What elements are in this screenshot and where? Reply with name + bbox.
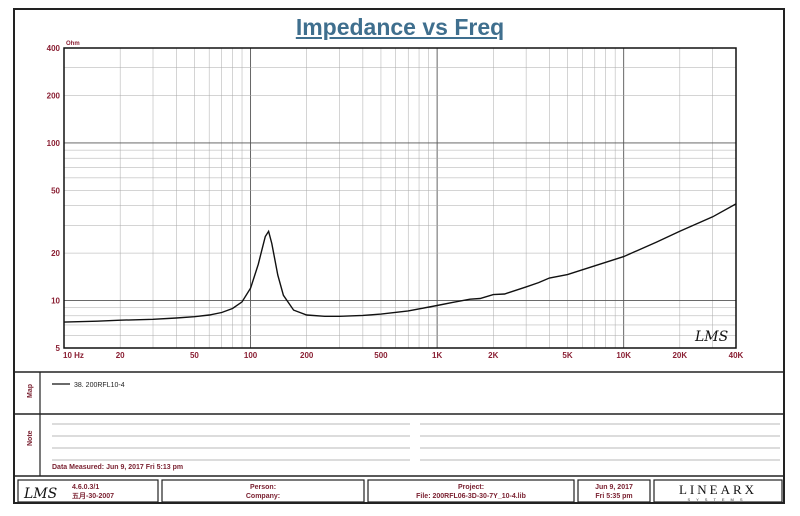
y-tick-label: 200 (47, 91, 61, 100)
x-tick-label: 10 Hz (63, 351, 84, 360)
y-tick-label: 50 (51, 186, 60, 195)
chart-grid (63, 47, 737, 349)
y-tick-label: 100 (47, 139, 61, 148)
x-tick-label: 20K (672, 351, 687, 360)
lms-watermark: LMS (694, 329, 728, 345)
x-tick-label: 50 (190, 351, 199, 360)
x-tick-label: 1K (432, 351, 442, 360)
plot-border (63, 47, 737, 349)
brand-logo: LINEARX (679, 482, 757, 497)
x-tick-label: 10K (616, 351, 631, 360)
footer-date: Jun 9, 2017 (595, 484, 633, 491)
company-label: Company: (246, 493, 280, 500)
y-unit-label: Ohm (66, 41, 80, 47)
person-label: Person: (250, 484, 276, 491)
version: 4.6.0.3/1 (72, 484, 99, 491)
x-tick-label: 2K (488, 351, 498, 360)
x-tick-label: 5K (562, 351, 572, 360)
data-measured: Data Measured: Jun 9, 2017 Fri 5:13 pm (52, 464, 183, 471)
tick-labels: 10 Hz 20 50 100 200 500 1K 2K 5K 10K 20K 40K 5 10 20 50… (47, 44, 744, 360)
footer-boxes (17, 479, 783, 503)
map-panel-label: Map (27, 384, 34, 398)
footer-time: Fri 5:35 pm (595, 493, 632, 500)
note-lines (52, 423, 780, 461)
footer-logo: LMS (23, 486, 57, 502)
brand-sub: SYSTEMS (687, 497, 748, 502)
x-tick-label: 200 (300, 351, 314, 360)
impedance-curve (63, 203, 737, 323)
file-label: File: 200RFL06-3D-30-7Y_10-4.lib (416, 493, 526, 500)
x-tick-label: 100 (244, 351, 258, 360)
project-label: Project: (458, 484, 484, 491)
version-code: 五月-30-2007 (72, 492, 114, 500)
x-tick-label: 20 (116, 351, 125, 360)
y-tick-label: 20 (51, 249, 60, 258)
note-panel-label: Note (27, 430, 34, 446)
y-tick-label: 10 (51, 297, 60, 306)
report-frame (13, 8, 785, 504)
x-tick-label: 500 (374, 351, 388, 360)
y-tick-label: 400 (47, 44, 61, 53)
legend-entry: 38. 200RFL10-4 (74, 382, 125, 389)
y-tick-label: 5 (56, 344, 61, 353)
chart-title: Impedance vs Freq (295, 14, 505, 40)
x-tick-label: 40K (729, 351, 744, 360)
